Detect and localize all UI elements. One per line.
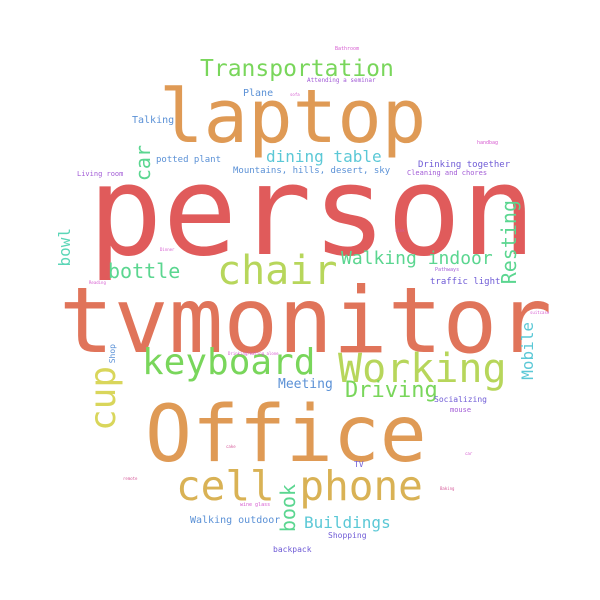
word-dining-table: dining table (266, 147, 382, 166)
word-shop: Shop (108, 344, 117, 364)
word-mountains: Mountains, hills, desert, sky (233, 166, 391, 176)
word-car: car (131, 145, 155, 182)
word-plane: Plane (243, 88, 274, 99)
word-attending-seminar: Attending a seminar (307, 77, 376, 84)
word-resting: Resting (497, 200, 521, 285)
word-car-small: car (465, 451, 473, 456)
word-suitcase: suitcase (530, 310, 550, 315)
word-talking: Talking (132, 115, 175, 126)
word-chair: chair (217, 248, 338, 294)
word-driving: Driving (345, 378, 438, 403)
word-bottle: bottle (108, 259, 181, 283)
word-walking-indoor: Walking indoor (341, 248, 493, 269)
word-mouse: mouse (450, 406, 472, 414)
word-walking-outdoor: Walking outdoor (190, 515, 281, 526)
word-meeting: Meeting (278, 377, 333, 392)
word-cup: cup (83, 366, 124, 432)
word-tvmonitor: tvmonitor (59, 269, 553, 374)
word-person: person (88, 140, 536, 284)
word-sofa: sofa (290, 92, 300, 97)
word-backpack: backpack (273, 545, 312, 554)
word-dinner: Dinner (160, 247, 175, 252)
word-cleaning: Cleaning and chores (407, 169, 488, 177)
word-shopping: Shopping (328, 531, 367, 540)
word-laptop: laptop (159, 74, 427, 160)
word-mobile: Mobile (518, 322, 537, 380)
word-drinking-eating-alone: Drinking/eating alone (228, 351, 279, 356)
word-transportation: Transportation (200, 56, 394, 82)
word-office: Office (145, 390, 427, 480)
word-book: book (276, 484, 300, 533)
word-socializing: Socializing (434, 395, 487, 404)
word-cake: cake (226, 444, 236, 449)
word-keyboard: keyboard (142, 342, 316, 383)
word-living-room: Living room (77, 170, 124, 178)
word-handbag: handbag (477, 140, 499, 146)
word-buildings: Buildings (304, 513, 391, 532)
word-traffic-light: traffic light (430, 277, 501, 287)
word-cell-phone: cell phone (176, 462, 423, 510)
word-reading: Reading (89, 280, 106, 285)
word-wine-glass: wine glass (240, 502, 271, 508)
word-bowl: bowl (55, 228, 74, 267)
word-pathways: Pathways (435, 267, 460, 273)
word-bathroom: Bathroom (335, 46, 360, 52)
word-baking: Baking (440, 486, 455, 491)
word-sink: sink (395, 228, 405, 233)
word-working: Working (338, 346, 507, 392)
word-drinking-together: Drinking together (418, 160, 511, 170)
word-remote: remote (123, 476, 138, 481)
word-tv: TV (354, 460, 364, 469)
word-potted-plant: potted plant (156, 155, 222, 165)
